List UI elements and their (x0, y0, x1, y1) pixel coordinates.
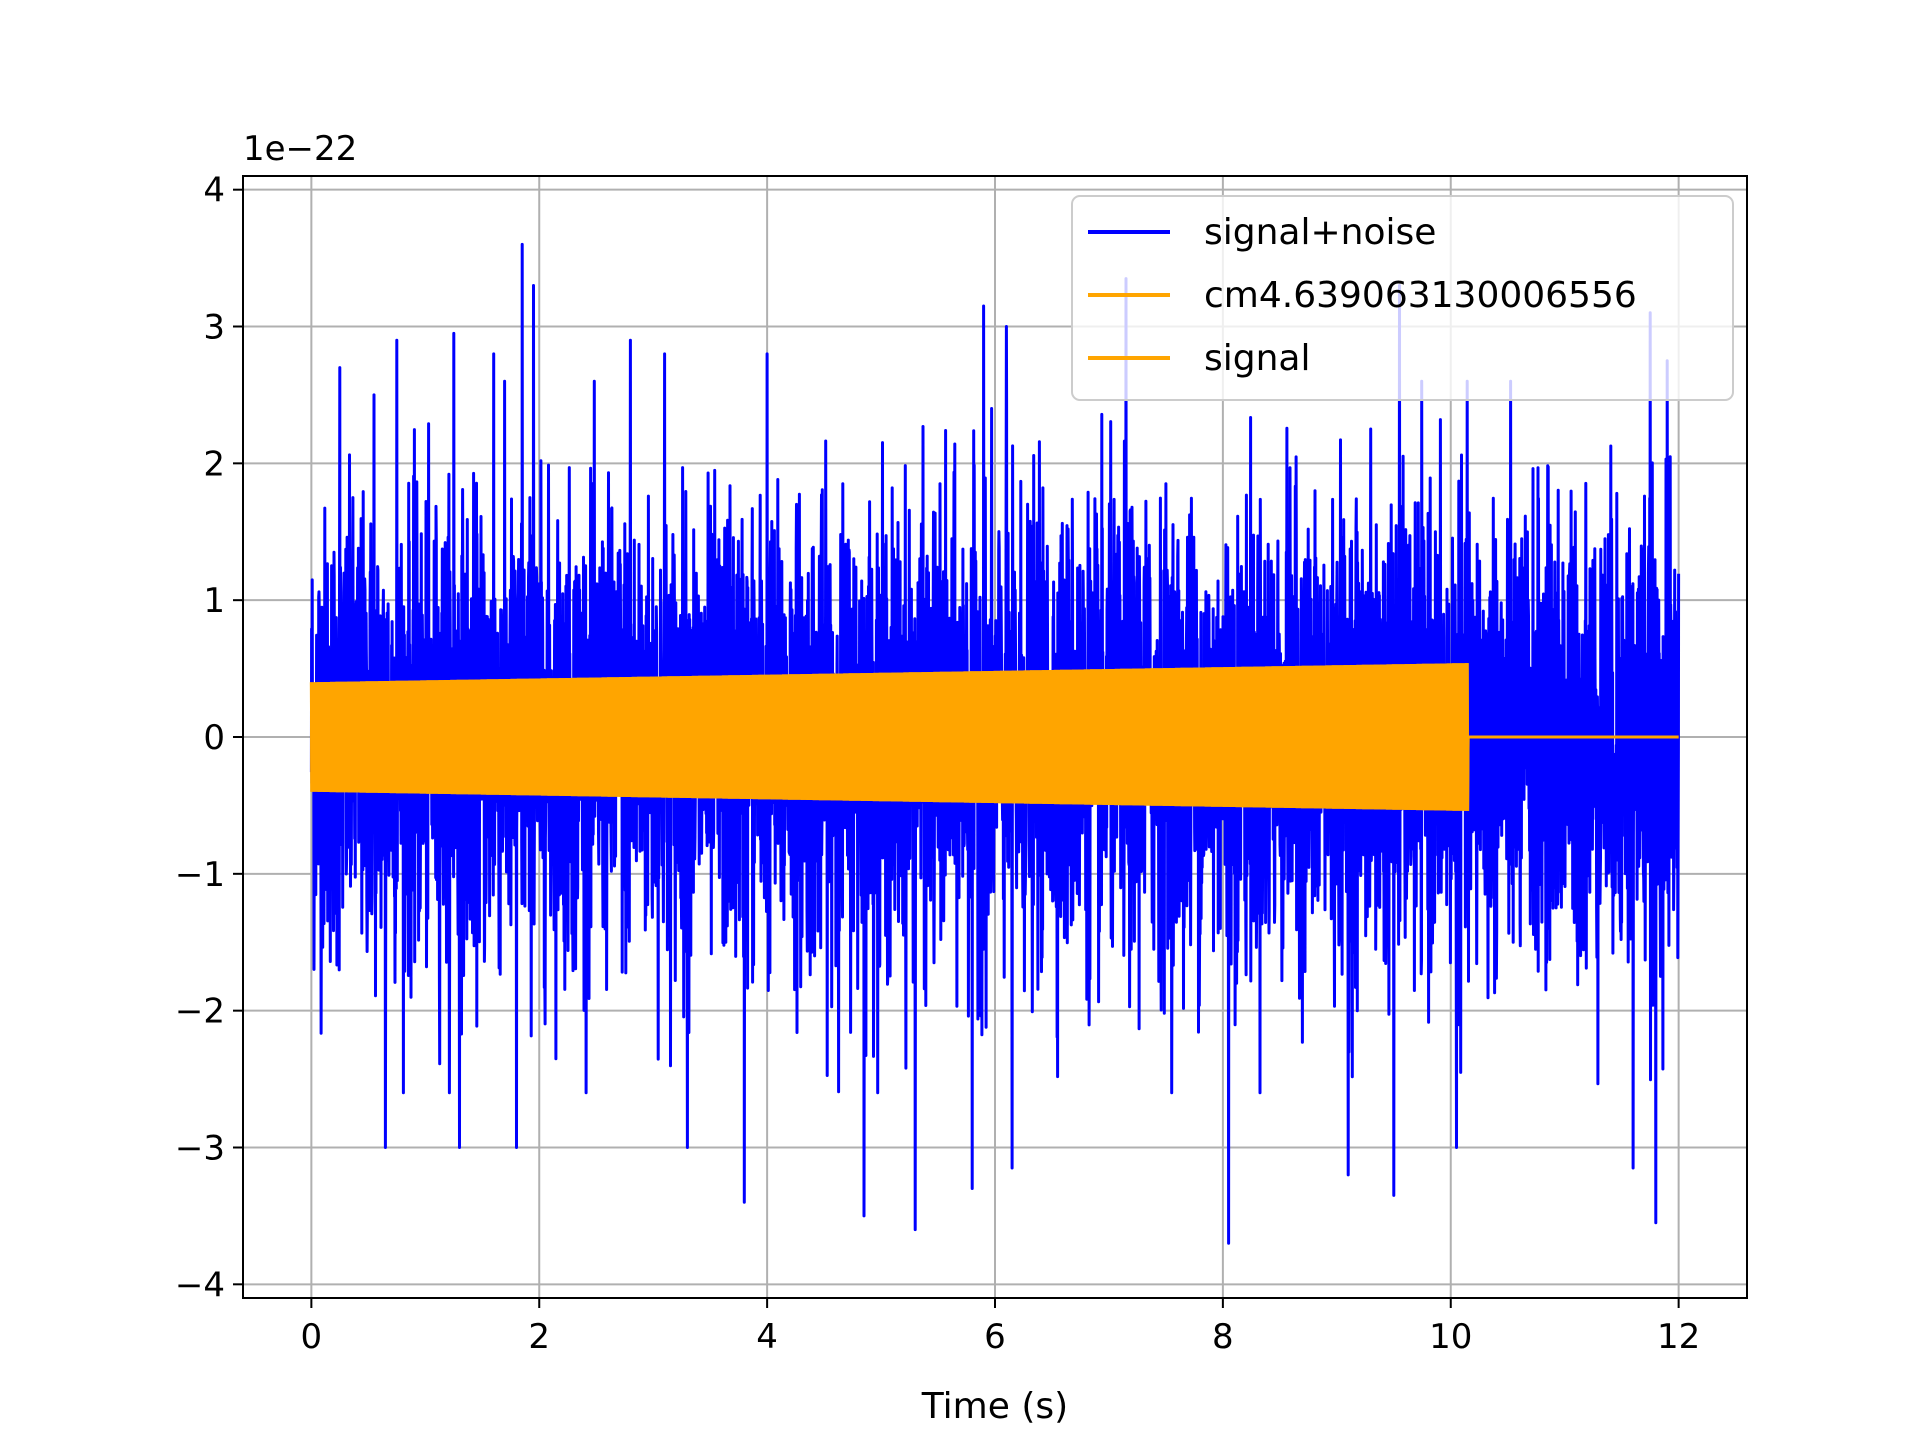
legend-entry: signal+noise (1204, 212, 1436, 253)
series-line-signal (309, 663, 1679, 811)
y-axis: −4 −3 −2 −1 0 1 2 3 4 (175, 171, 243, 1305)
x-tick-label: 0 (301, 1317, 323, 1357)
x-axis: 0 2 4 6 8 10 12 (301, 1298, 1700, 1357)
x-tick-label: 12 (1657, 1317, 1700, 1357)
legend-box (1071, 195, 1734, 401)
y-offset-label: 1e−22 (243, 129, 357, 169)
legend-entry: cm4.639063130006556 (1204, 275, 1637, 316)
y-tick-label: −2 (175, 992, 225, 1032)
legend: signal+noise cm4.639063130006556 signal (1071, 195, 1734, 401)
y-tick-label: −1 (175, 855, 225, 895)
y-tick-label: 3 (203, 308, 225, 348)
x-tick-label: 4 (756, 1317, 778, 1357)
y-tick-label: 4 (203, 171, 225, 211)
x-tick-label: 10 (1429, 1317, 1472, 1357)
x-tick-label: 6 (984, 1317, 1006, 1357)
plot-area (309, 242, 1681, 1245)
y-tick-label: 1 (203, 581, 225, 621)
y-tick-label: −3 (175, 1128, 225, 1168)
x-axis-label: Time (s) (921, 1386, 1068, 1427)
y-tick-label: 2 (203, 444, 225, 484)
x-tick-label: 8 (1212, 1317, 1234, 1357)
y-tick-label: −4 (175, 1265, 225, 1305)
legend-entry: signal (1204, 338, 1311, 379)
y-tick-label: 0 (203, 718, 225, 758)
x-tick-label: 2 (528, 1317, 550, 1357)
